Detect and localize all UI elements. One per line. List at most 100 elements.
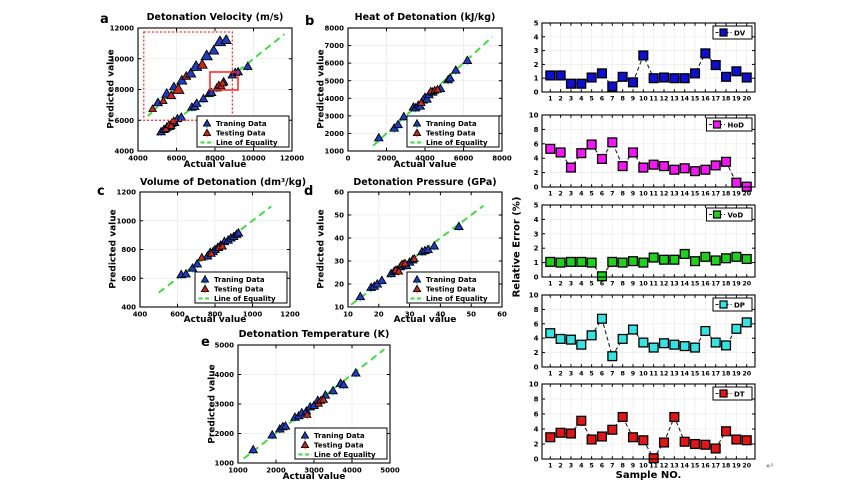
svg-text:15: 15 <box>691 96 700 103</box>
svg-text:1: 1 <box>534 259 539 267</box>
svg-text:3: 3 <box>569 191 573 198</box>
panel-letter-d: d <box>304 184 314 199</box>
svg-text:8000: 8000 <box>492 155 512 163</box>
svg-text:30: 30 <box>334 258 344 266</box>
svg-text:8: 8 <box>534 306 539 314</box>
svg-text:10: 10 <box>343 311 353 319</box>
svg-text:2: 2 <box>534 245 539 253</box>
svg-text:6: 6 <box>534 411 539 419</box>
svg-text:Testing Data: Testing Data <box>314 442 364 450</box>
svg-text:0: 0 <box>534 456 539 464</box>
svg-text:60: 60 <box>334 189 344 197</box>
svg-text:10000: 10000 <box>241 155 265 163</box>
svg-text:4: 4 <box>579 191 584 198</box>
svg-text:6: 6 <box>534 140 539 148</box>
svg-text:Testing Data: Testing Data <box>214 286 264 294</box>
panel-letter-a: a <box>100 12 109 27</box>
svg-text:3: 3 <box>534 230 539 238</box>
svg-text:1000: 1000 <box>215 460 235 468</box>
svg-text:6: 6 <box>600 463 605 470</box>
svg-text:7: 7 <box>610 191 614 198</box>
svg-text:20: 20 <box>742 96 751 103</box>
svg-text:3000: 3000 <box>215 401 235 409</box>
svg-text:16: 16 <box>701 191 710 198</box>
svg-text:1: 1 <box>548 463 552 470</box>
shared-ylabel-relative-error: Relative Error (%) <box>511 196 523 298</box>
svg-text:DP: DP <box>734 301 745 309</box>
svg-text:7: 7 <box>610 96 614 103</box>
shared-xlabel-sample-no: Sample NO. <box>615 470 682 481</box>
svg-text:10: 10 <box>529 112 539 120</box>
svg-text:2: 2 <box>534 61 539 69</box>
svg-text:8000: 8000 <box>205 155 225 163</box>
svg-text:9: 9 <box>631 463 635 470</box>
svg-text:Line of Equality: Line of Equality <box>214 295 276 303</box>
svg-text:20: 20 <box>742 281 751 288</box>
svg-text:600: 600 <box>121 275 136 283</box>
svg-text:5: 5 <box>534 202 539 210</box>
panel-letter-b: b <box>305 14 315 29</box>
svg-text:5000: 5000 <box>380 467 400 475</box>
svg-text:1000: 1000 <box>228 467 248 475</box>
svg-text:4: 4 <box>534 426 539 434</box>
svg-text:1000: 1000 <box>325 148 345 156</box>
svg-text:3: 3 <box>569 371 573 378</box>
xlabel-e: Actual value <box>282 472 346 482</box>
svg-text:1: 1 <box>548 281 552 288</box>
svg-text:Traning Data: Traning Data <box>426 120 477 128</box>
svg-text:0: 0 <box>534 364 539 372</box>
svg-text:12000: 12000 <box>280 155 304 163</box>
svg-text:6: 6 <box>534 320 539 328</box>
svg-text:50: 50 <box>334 212 344 220</box>
svg-text:3000: 3000 <box>325 112 345 120</box>
svg-text:Line of Equality: Line of Equality <box>426 295 488 303</box>
svg-text:16: 16 <box>701 281 710 288</box>
svg-text:12000: 12000 <box>110 25 134 33</box>
svg-text:2: 2 <box>558 463 562 470</box>
xlabel-b: Actual value <box>393 160 457 170</box>
svg-text:15: 15 <box>691 463 700 470</box>
svg-text:20: 20 <box>742 371 751 378</box>
svg-text:19: 19 <box>732 463 741 470</box>
svg-text:8: 8 <box>620 281 624 288</box>
svg-text:4000: 4000 <box>115 148 135 156</box>
svg-text:1000: 1000 <box>243 311 263 319</box>
svg-text:11: 11 <box>649 191 658 198</box>
svg-text:1200: 1200 <box>280 311 300 319</box>
svg-text:7000: 7000 <box>325 42 345 50</box>
svg-text:600: 600 <box>170 311 185 319</box>
svg-text:14: 14 <box>680 281 689 288</box>
svg-text:2000: 2000 <box>215 430 235 438</box>
svg-text:1000: 1000 <box>117 217 137 225</box>
panel-title-c: Volume of Detonation (dm³/kg) <box>140 177 307 188</box>
svg-text:7: 7 <box>610 281 614 288</box>
svg-text:30: 30 <box>405 311 415 319</box>
svg-text:1200: 1200 <box>117 189 137 197</box>
svg-text:14: 14 <box>680 96 689 103</box>
scatter-plot-detonation-temperature: 1000 2000 3000 4000 5000 1000 2000 3000 4000 5000… <box>215 342 400 475</box>
svg-text:7: 7 <box>610 371 614 378</box>
svg-text:8: 8 <box>620 463 624 470</box>
svg-text:6: 6 <box>600 371 605 378</box>
svg-text:40: 40 <box>436 311 446 319</box>
svg-text:20: 20 <box>334 281 344 289</box>
svg-text:15: 15 <box>691 191 700 198</box>
svg-text:15: 15 <box>691 281 700 288</box>
svg-text:16: 16 <box>701 96 710 103</box>
svg-text:19: 19 <box>732 281 741 288</box>
svg-text:10: 10 <box>639 96 648 103</box>
svg-text:5: 5 <box>589 191 593 198</box>
svg-text:5: 5 <box>589 463 593 470</box>
svg-text:10: 10 <box>639 281 648 288</box>
svg-text:7: 7 <box>610 463 614 470</box>
svg-text:400: 400 <box>133 311 148 319</box>
panel-letter-c: c <box>97 184 105 199</box>
svg-text:Testing Data: Testing Data <box>216 130 266 138</box>
svg-text:12: 12 <box>660 96 669 103</box>
svg-text:5: 5 <box>589 96 593 103</box>
svg-text:6: 6 <box>600 96 605 103</box>
svg-text:4000: 4000 <box>325 95 345 103</box>
